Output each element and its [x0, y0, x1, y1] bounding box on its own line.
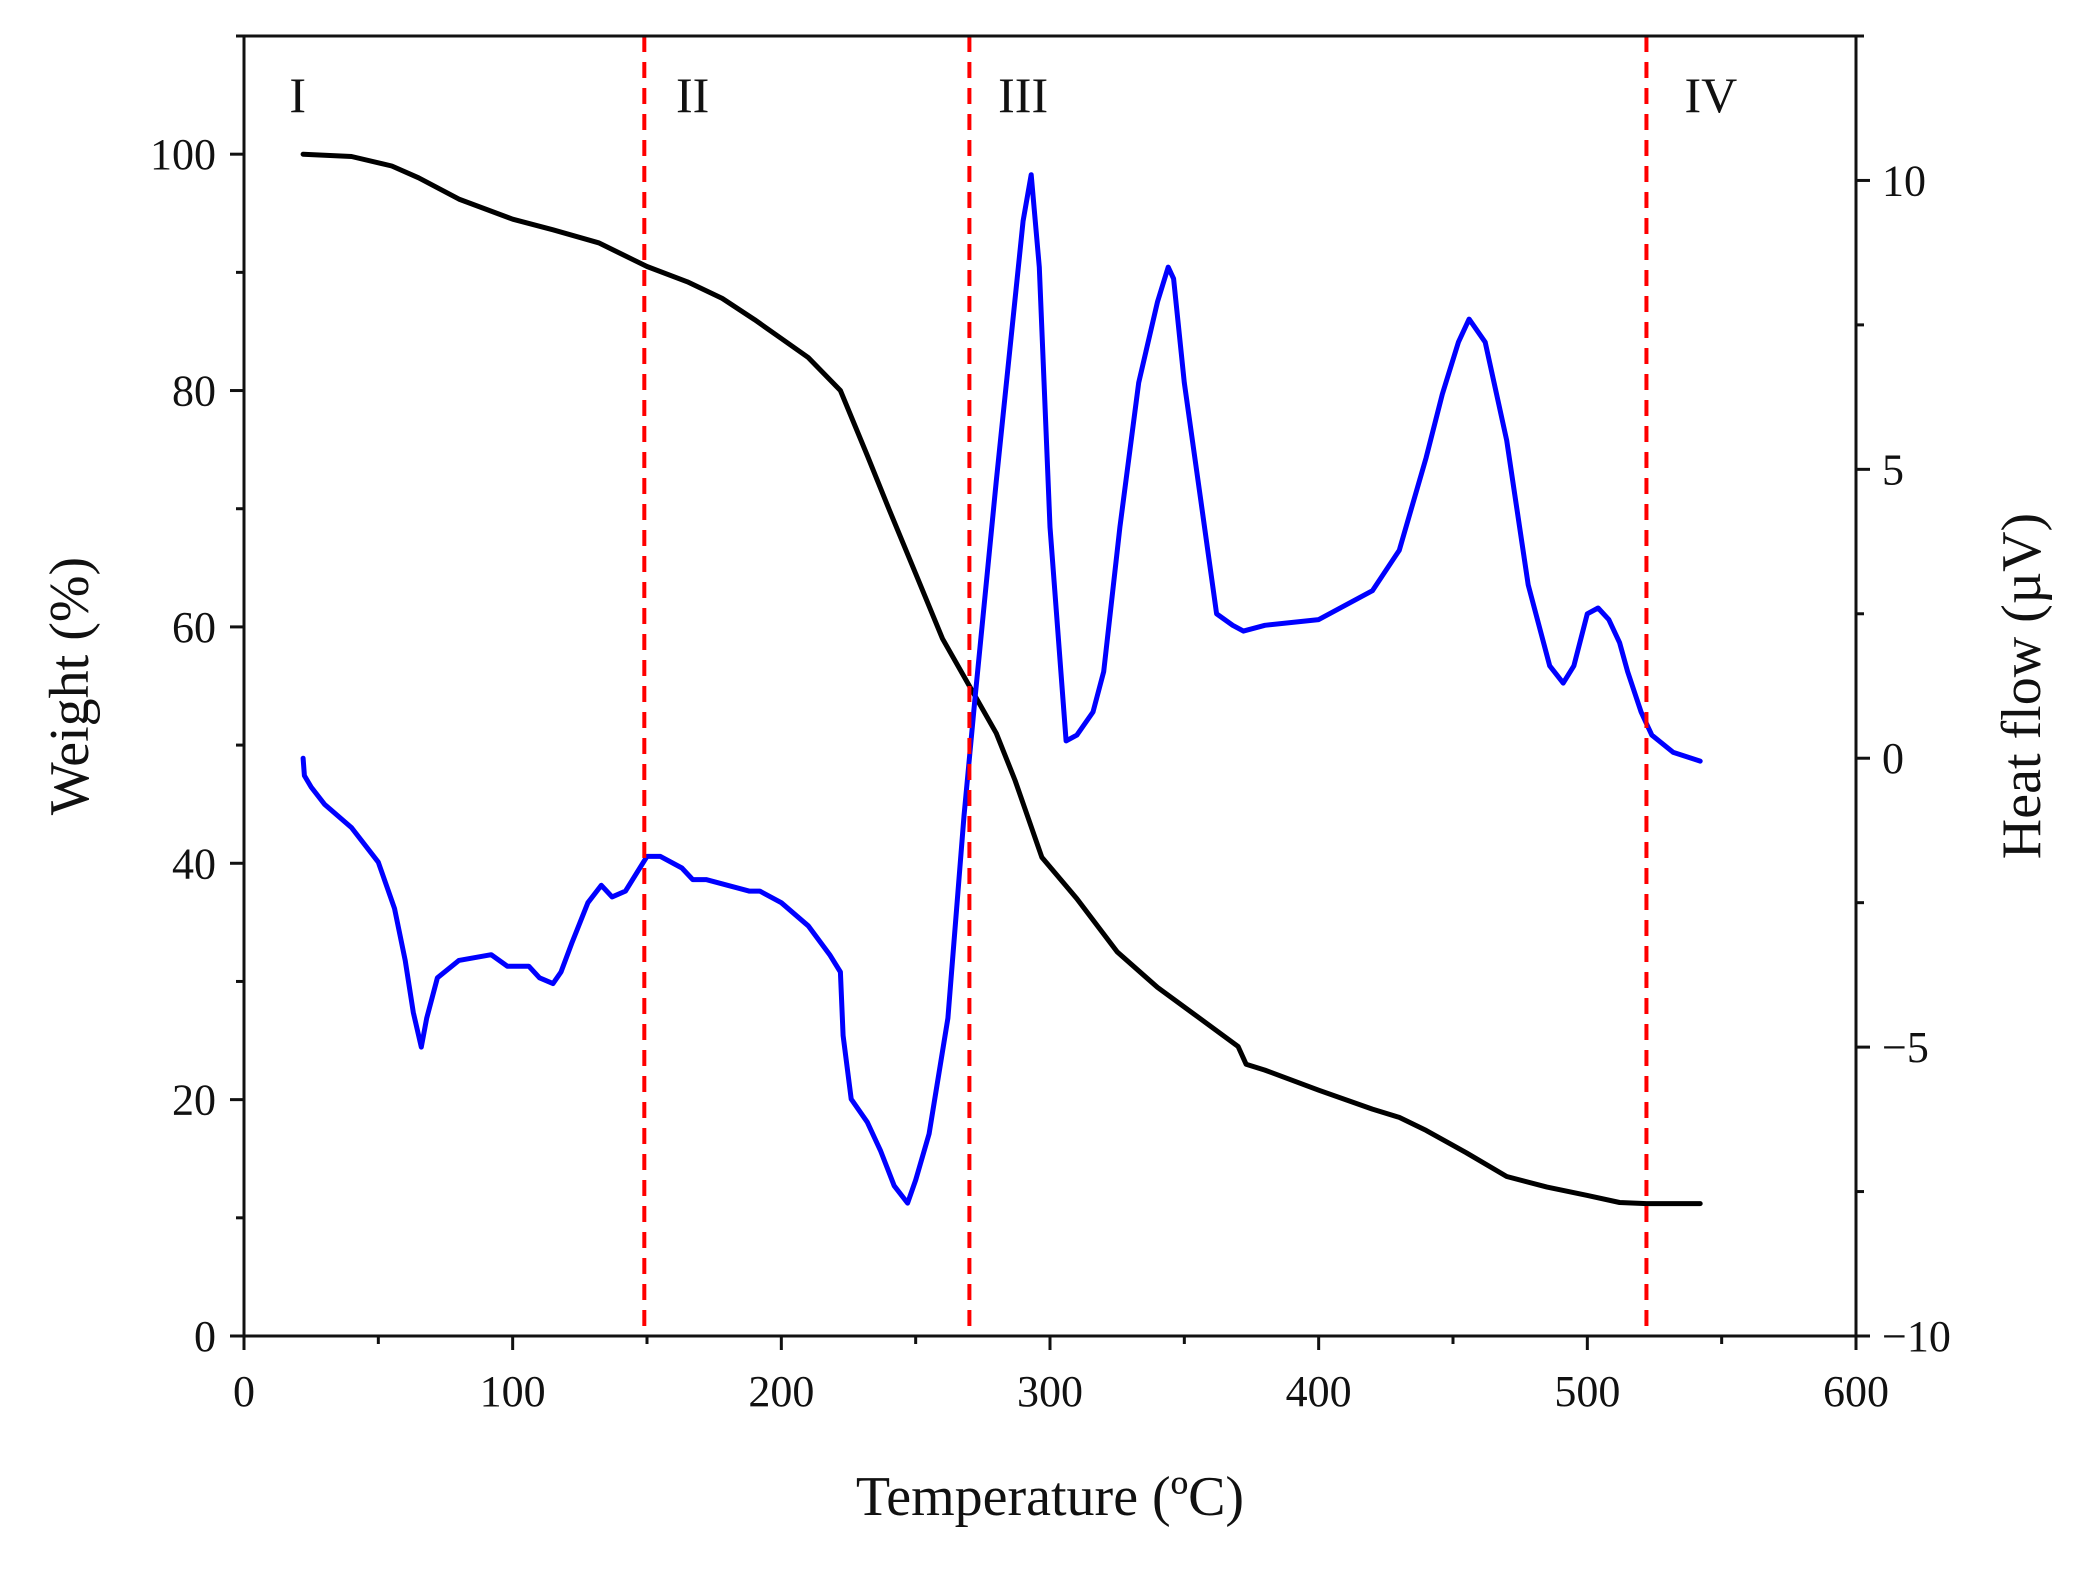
heat-flow-series-line — [300, 172, 1703, 1206]
y-tick-label: 40 — [172, 839, 216, 888]
weight-series-line — [300, 151, 1703, 1207]
y-tick-label: 0 — [194, 1312, 216, 1361]
y-tick-label: 60 — [172, 603, 216, 652]
plot-area — [244, 36, 1856, 1336]
x-tick-label: 100 — [480, 1367, 546, 1416]
x-axis-title: Temperature (ºC) — [856, 1466, 1244, 1528]
tick-layer — [230, 34, 1870, 1350]
region-label: I — [289, 67, 306, 123]
y2-tick-label: −10 — [1882, 1312, 1951, 1361]
y-axis-title: Weight (%) — [39, 557, 101, 815]
x-tick-label: 200 — [748, 1367, 814, 1416]
x-tick-label: 300 — [1017, 1367, 1083, 1416]
region-label-layer: I II III IV — [289, 67, 1737, 123]
y2-tick-label: 10 — [1882, 156, 1926, 205]
series-layer — [300, 151, 1703, 1207]
y2-tick-label: −5 — [1882, 1023, 1929, 1072]
region-label: IV — [1685, 67, 1738, 123]
y2-tick-label: 0 — [1882, 734, 1904, 783]
x-tick-label: 500 — [1554, 1367, 1620, 1416]
tick-label-layer: 0 100 200 300 400 500 600 0 20 40 60 80 100 −10 −5 0 5 10 — [150, 130, 1951, 1416]
y-tick-label: 100 — [150, 130, 216, 179]
y-tick-label: 20 — [172, 1076, 216, 1125]
region-label: II — [676, 67, 709, 123]
x-tick-label: 400 — [1286, 1367, 1352, 1416]
y-tick-label: 80 — [172, 367, 216, 416]
y2-tick-label: 5 — [1882, 445, 1904, 494]
region-lines — [642, 36, 1649, 1336]
region-label: III — [998, 67, 1048, 123]
x-tick-label: 600 — [1823, 1367, 1889, 1416]
x-tick-label: 0 — [233, 1367, 255, 1416]
y2-axis-title: Heat flow (µV) — [1991, 513, 2053, 859]
